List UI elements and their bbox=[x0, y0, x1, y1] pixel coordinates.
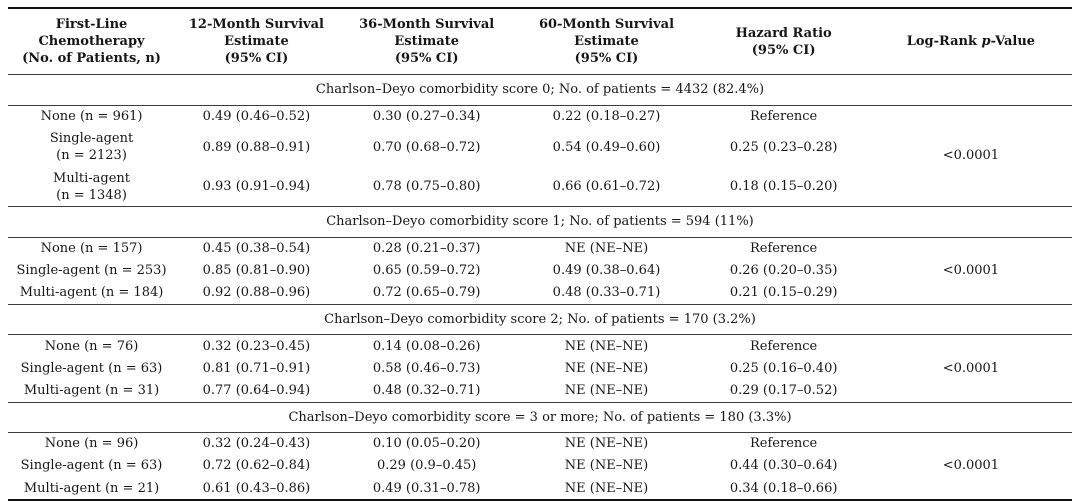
table-row: Single-agent (n = 2123) 0.89 (0.88–0.91)… bbox=[8, 128, 1072, 167]
survival-36m-cell: 0.72 (0.65–0.79) bbox=[372, 285, 481, 301]
section-header-text: Charlson–Deyo comorbidity score = 3 or m… bbox=[8, 401, 1072, 433]
survival-12m-cell: 0.32 (0.23–0.45) bbox=[202, 338, 311, 354]
log-rank-p-value-cell: <0.0001 bbox=[942, 148, 1000, 164]
survival-12m-cell: 0.32 (0.24–0.43) bbox=[202, 436, 311, 452]
survival-36m-cell: 0.58 (0.46–0.73) bbox=[372, 360, 481, 376]
hazard-ratio-cell: 0.25 (0.16–0.40) bbox=[729, 360, 838, 376]
survival-60m-cell: NE (NE–NE) bbox=[564, 436, 649, 452]
survival-60m-cell: NE (NE–NE) bbox=[564, 338, 649, 354]
survival-12m-cell: 0.77 (0.64–0.94) bbox=[202, 383, 311, 398]
therapy-cell: Single-agent (n = 63) bbox=[20, 360, 163, 376]
survival-60m-cell: 0.48 (0.33–0.71) bbox=[552, 285, 661, 301]
survival-60m-cell: NE (NE–NE) bbox=[564, 383, 649, 398]
survival-60m-cell: 0.66 (0.61–0.72) bbox=[552, 179, 661, 195]
header-row: First-Line Chemotherapy (No. of Patients… bbox=[8, 8, 1072, 76]
log-rank-p-value-cell: <0.0001 bbox=[942, 458, 1000, 474]
survival-36m-cell: 0.70 (0.68–0.72) bbox=[372, 139, 481, 155]
table-row: None (n = 96) 0.32 (0.24–0.43) 0.10 (0.0… bbox=[8, 432, 1072, 473]
survival-12m-cell: 0.85 (0.81–0.90) bbox=[202, 263, 311, 279]
hazard-ratio-cell: Reference bbox=[750, 109, 818, 125]
survival-60m-cell: NE (NE–NE) bbox=[564, 458, 649, 474]
survival-estimates-table: First-Line Chemotherapy (No. of Patients… bbox=[8, 7, 1072, 502]
survival-12m-cell: 0.92 (0.88–0.96) bbox=[202, 285, 311, 301]
therapy-cell: Single-agent (n = 253) bbox=[16, 263, 167, 279]
therapy-cell: Single-agent (n = 2123) bbox=[49, 131, 134, 164]
section-header-score-0: Charlson–Deyo comorbidity score 0; No. o… bbox=[8, 74, 1072, 106]
survival-12m-cell: 0.81 (0.71–0.91) bbox=[202, 360, 311, 376]
col-header-hazard-ratio: Hazard Ratio (95% CI) bbox=[697, 8, 870, 76]
hazard-ratio-cell: 0.21 (0.15–0.29) bbox=[729, 285, 838, 301]
table-row: Multi-agent (n = 1348) 0.93 (0.91–0.94) … bbox=[8, 167, 1072, 207]
survival-36m-cell: 0.65 (0.59–0.72) bbox=[372, 263, 481, 279]
col-header-60-month-survival: 60-Month Survival Estimate (95% CI) bbox=[515, 8, 698, 76]
therapy-cell: Multi-agent (n = 184) bbox=[19, 285, 164, 301]
survival-36m-cell: 0.14 (0.08–0.26) bbox=[372, 338, 481, 354]
survival-36m-cell: 0.10 (0.05–0.20) bbox=[372, 436, 481, 452]
table-row: None (n = 76) 0.32 (0.23–0.45) 0.14 (0.0… bbox=[8, 335, 1072, 376]
table-row: None (n = 157) 0.45 (0.38–0.54) 0.28 (0.… bbox=[8, 237, 1072, 278]
survival-36m-cell: 0.29 (0.9–0.45) bbox=[377, 458, 477, 474]
therapy-cell: None (n = 76) bbox=[44, 338, 139, 354]
section-header-score-1: Charlson–Deyo comorbidity score 1; No. o… bbox=[8, 206, 1072, 238]
log-rank-p-value-cell: <0.0001 bbox=[942, 263, 1000, 279]
survival-60m-cell: NE (NE–NE) bbox=[564, 360, 649, 376]
col-header-first-line-chemotherapy: First-Line Chemotherapy (No. of Patients… bbox=[8, 8, 176, 76]
therapy-cell: None (n = 157) bbox=[40, 241, 143, 257]
col-header-log-rank-p-value: Log-Rank p-Value bbox=[869, 8, 1072, 76]
hazard-ratio-cell: 0.26 (0.20–0.35) bbox=[729, 263, 838, 279]
table-row: Single-agent (n = 63) 0.81 (0.71–0.91) 0… bbox=[8, 357, 1072, 379]
log-rank-label-pre: Log-Rank bbox=[906, 34, 982, 50]
hazard-ratio-cell: 0.34 (0.18–0.66) bbox=[729, 480, 838, 496]
survival-12m-cell: 0.93 (0.91–0.94) bbox=[202, 179, 311, 195]
survival-60m-cell: NE (NE–NE) bbox=[564, 241, 649, 257]
hazard-ratio-cell: 0.44 (0.30–0.64) bbox=[729, 458, 838, 474]
therapy-cell: None (n = 961) bbox=[40, 109, 143, 125]
section-header-score-3-or-more: Charlson–Deyo comorbidity score = 3 or m… bbox=[8, 401, 1072, 433]
table-row: Single-agent (n = 253) 0.85 (0.81–0.90) … bbox=[8, 260, 1072, 282]
hazard-ratio-cell: 0.29 (0.17–0.52) bbox=[729, 383, 838, 398]
section-header-text: Charlson–Deyo comorbidity score 2; No. o… bbox=[8, 304, 1072, 336]
survival-36m-cell: 0.48 (0.32–0.71) bbox=[372, 383, 481, 398]
table-row: Multi-agent (n = 184) 0.92 (0.88–0.96) 0… bbox=[8, 282, 1072, 305]
section-header-text: Charlson–Deyo comorbidity score 1; No. o… bbox=[8, 206, 1072, 238]
table-row: None (n = 961) 0.49 (0.46–0.52) 0.30 (0.… bbox=[8, 105, 1072, 163]
therapy-cell: None (n = 96) bbox=[44, 436, 139, 452]
log-rank-label-post: -Value bbox=[990, 34, 1036, 50]
hazard-ratio-cell: Reference bbox=[750, 338, 818, 354]
therapy-cell: Multi-agent (n = 1348) bbox=[53, 170, 131, 203]
section-header-text: Charlson–Deyo comorbidity score 0; No. o… bbox=[8, 74, 1072, 106]
survival-36m-cell: 0.78 (0.75–0.80) bbox=[372, 179, 481, 195]
survival-60m-cell: 0.54 (0.49–0.60) bbox=[552, 139, 661, 155]
survival-36m-cell: 0.49 (0.31–0.78) bbox=[372, 480, 481, 496]
survival-60m-cell: 0.22 (0.18–0.27) bbox=[552, 109, 661, 125]
hazard-ratio-cell: Reference bbox=[750, 436, 818, 452]
survival-12m-cell: 0.61 (0.43–0.86) bbox=[202, 480, 311, 496]
log-rank-label-p-italic: p bbox=[981, 34, 991, 50]
table-row: Multi-agent (n = 21) 0.61 (0.43–0.86) 0.… bbox=[8, 477, 1072, 500]
survival-60m-cell: 0.49 (0.38–0.64) bbox=[552, 263, 661, 279]
survival-12m-cell: 0.45 (0.38–0.54) bbox=[202, 241, 311, 257]
survival-36m-cell: 0.28 (0.21–0.37) bbox=[372, 241, 481, 257]
survival-12m-cell: 0.89 (0.88–0.91) bbox=[202, 139, 311, 155]
hazard-ratio-cell: 0.25 (0.23–0.28) bbox=[729, 139, 838, 155]
col-header-12-month-survival: 12-Month Survival Estimate (95% CI) bbox=[175, 8, 338, 76]
therapy-cell: Multi-agent (n = 21) bbox=[23, 480, 160, 496]
survival-60m-cell: NE (NE–NE) bbox=[564, 480, 649, 496]
table-row: Single-agent (n = 63) 0.72 (0.62–0.84) 0… bbox=[8, 455, 1072, 477]
log-rank-p-value-cell: <0.0001 bbox=[942, 360, 1000, 376]
table-row: Multi-agent (n = 31) 0.77 (0.64–0.94) 0.… bbox=[8, 380, 1072, 403]
survival-12m-cell: 0.72 (0.62–0.84) bbox=[202, 458, 311, 474]
survival-36m-cell: 0.30 (0.27–0.34) bbox=[372, 109, 481, 125]
survival-12m-cell: 0.49 (0.46–0.52) bbox=[202, 109, 311, 125]
hazard-ratio-cell: Reference bbox=[750, 241, 818, 257]
hazard-ratio-cell: 0.18 (0.15–0.20) bbox=[729, 179, 838, 195]
section-header-score-2: Charlson–Deyo comorbidity score 2; No. o… bbox=[8, 304, 1072, 336]
therapy-cell: Single-agent (n = 63) bbox=[20, 458, 163, 474]
therapy-cell: Multi-agent (n = 31) bbox=[23, 383, 160, 398]
col-header-36-month-survival: 36-Month Survival Estimate (95% CI) bbox=[337, 8, 516, 76]
